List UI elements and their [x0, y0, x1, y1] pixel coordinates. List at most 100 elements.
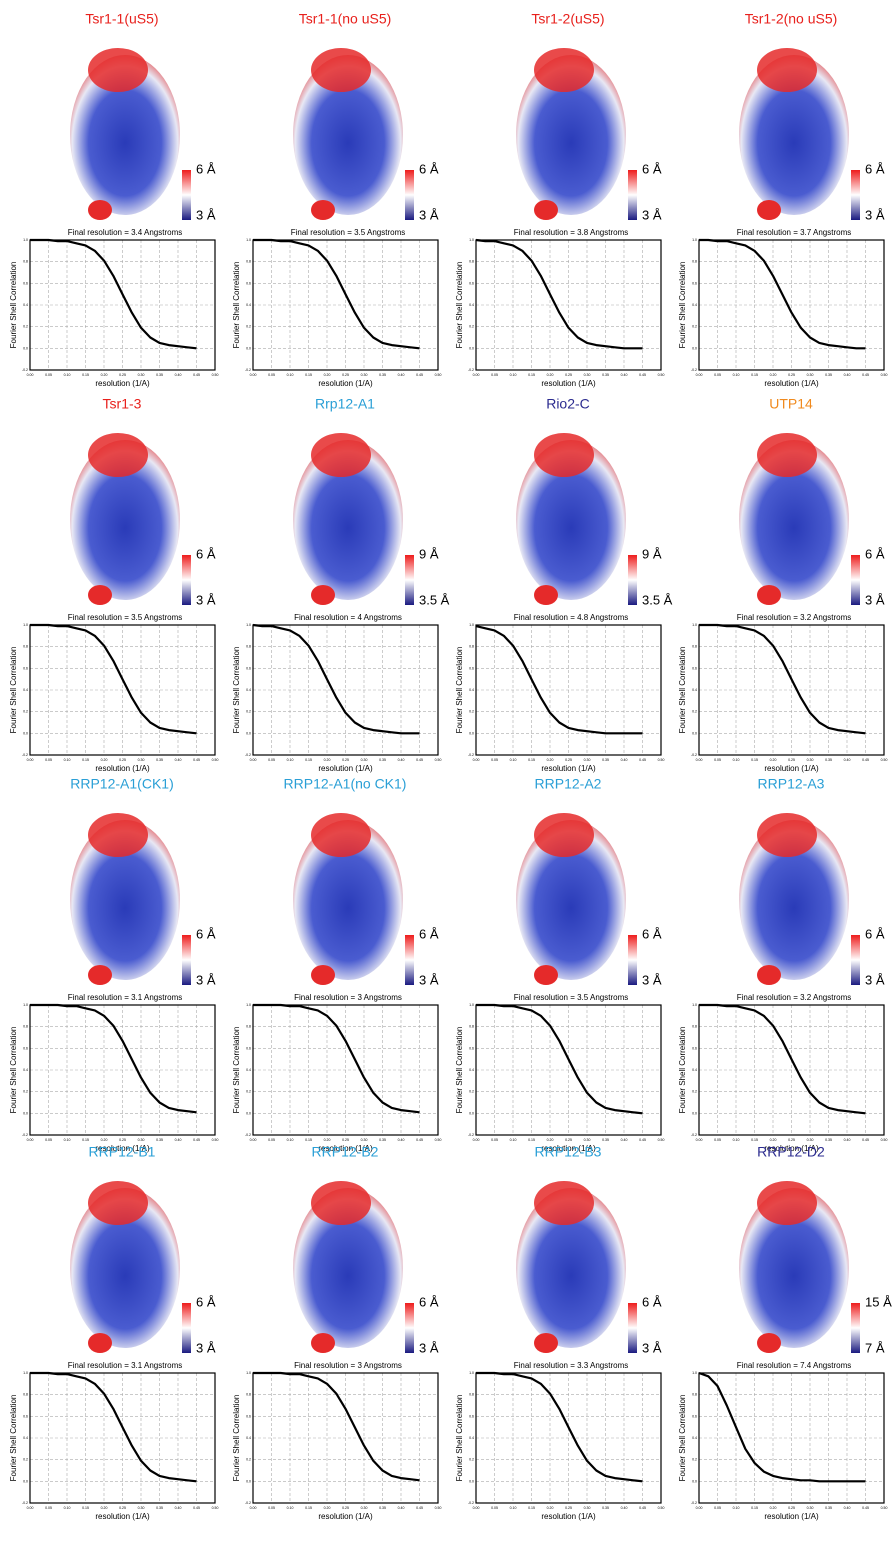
y-tick-label: 0.8: [692, 260, 697, 264]
plot-subtitle: Final resolution = 3.5 Angstroms: [68, 613, 183, 622]
x-tick-label: 0.45: [193, 1138, 200, 1142]
x-tick-label: 0.05: [45, 373, 52, 377]
y-tick-label: 0.2: [23, 710, 28, 714]
x-tick-label: 0.15: [305, 758, 312, 762]
x-tick-label: 0.30: [138, 758, 145, 762]
x-tick-label: 0.35: [825, 373, 832, 377]
x-tick-label: 0.15: [305, 373, 312, 377]
y-tick-label: 0.4: [23, 1436, 28, 1440]
x-tick-label: 0.35: [379, 1506, 386, 1510]
fsc-curve: [253, 238, 420, 350]
plot-subtitle: Final resolution = 3.1 Angstroms: [68, 993, 183, 1002]
x-tick-label: 0.20: [547, 373, 554, 377]
density-map: [293, 1188, 403, 1348]
x-tick-label: 0.50: [435, 373, 442, 377]
x-tick-label: 0.10: [733, 1138, 740, 1142]
scale-max-label: 6 Å: [865, 546, 885, 561]
plot-subtitle: Final resolution = 3.2 Angstroms: [737, 613, 852, 622]
y-axis-label: Fourier Shell Correlation: [455, 262, 464, 349]
x-tick-label: 0.50: [435, 1506, 442, 1510]
x-tick-label: 0.25: [565, 1138, 572, 1142]
plot-frame: [29, 624, 216, 756]
plot-subtitle: Final resolution = 3.7 Angstroms: [737, 228, 852, 237]
x-tick-label: 0.50: [212, 1506, 219, 1510]
scale-min-label: 3.5 Å: [642, 592, 673, 607]
x-tick-label: 0.30: [807, 758, 814, 762]
y-tick-label: 0.8: [469, 1025, 474, 1029]
x-tick-label: 0.10: [733, 758, 740, 762]
x-tick-label: 0.00: [250, 758, 257, 762]
y-tick-label: 1.0: [246, 1371, 251, 1375]
x-tick-label: 0.15: [528, 1506, 535, 1510]
x-tick-label: 0.40: [398, 1138, 405, 1142]
y-tick-label: 0.6: [246, 1046, 251, 1050]
y-tick-label: 0.6: [23, 666, 28, 670]
y-tick-label: 0.0: [246, 1479, 251, 1483]
y-tick-label: 0.2: [23, 1090, 28, 1094]
density-map: [516, 820, 626, 980]
y-tick-label: 0.0: [23, 1111, 28, 1115]
x-tick-label: 0.05: [714, 1138, 721, 1142]
x-tick-label: 0.05: [491, 758, 498, 762]
y-tick-label: 0.0: [692, 346, 697, 350]
x-tick-label: 0.45: [639, 373, 646, 377]
y-tick-label: 1.0: [692, 623, 697, 627]
y-tick-label: 0.6: [692, 1046, 697, 1050]
x-tick-label: 0.10: [64, 1506, 71, 1510]
x-tick-label: 0.15: [751, 1506, 758, 1510]
scale-max-label: 6 Å: [196, 546, 216, 561]
density-map-top: [534, 48, 594, 92]
x-tick-label: 0.50: [658, 758, 665, 762]
y-tick-label: 0.0: [469, 1479, 474, 1483]
plot-subtitle: Final resolution = 3.2 Angstroms: [737, 993, 852, 1002]
panel-title: Tsr1-2(no uS5): [745, 11, 838, 27]
x-axis-label: resolution (1/A): [95, 1144, 150, 1153]
y-tick-label: 0.6: [469, 1414, 474, 1418]
y-tick-label: -0.2: [245, 1501, 251, 1505]
density-map-top: [757, 813, 817, 857]
density-map-top: [757, 48, 817, 92]
fsc-curve: [699, 238, 866, 350]
plot-frame: [252, 1004, 439, 1136]
color-scale: [405, 935, 414, 985]
y-tick-label: 0.0: [469, 346, 474, 350]
x-tick-label: 0.15: [528, 1138, 535, 1142]
y-axis-label: Fourier Shell Correlation: [232, 262, 241, 349]
x-tick-label: 0.20: [101, 373, 108, 377]
x-tick-label: 0.15: [751, 373, 758, 377]
x-tick-label: 0.50: [881, 758, 888, 762]
density-map-foot: [311, 965, 335, 985]
scale-min-label: 3 Å: [419, 972, 439, 987]
x-tick-label: 0.15: [82, 758, 89, 762]
scale-max-label: 6 Å: [419, 161, 439, 176]
x-axis-label: resolution (1/A): [318, 764, 373, 773]
x-tick-label: 0.05: [268, 1138, 275, 1142]
y-tick-label: 0.4: [23, 303, 28, 307]
y-axis-label: Fourier Shell Correlation: [9, 262, 18, 349]
y-tick-label: 0.4: [469, 1068, 474, 1072]
x-tick-label: 0.25: [119, 758, 126, 762]
y-axis-label: Fourier Shell Correlation: [9, 1027, 18, 1114]
x-axis-label: resolution (1/A): [541, 1512, 596, 1521]
y-tick-label: 0.6: [692, 1414, 697, 1418]
color-scale: [851, 935, 860, 985]
fsc-curve: [699, 1003, 866, 1115]
density-map-top: [88, 813, 148, 857]
x-tick-label: 0.20: [770, 1138, 777, 1142]
x-tick-label: 0.10: [287, 373, 294, 377]
fsc-curve: [475, 625, 643, 735]
scale-min-label: 3 Å: [196, 972, 216, 987]
y-axis-label: Fourier Shell Correlation: [9, 1395, 18, 1482]
scale-max-label: 6 Å: [419, 926, 439, 941]
x-tick-label: 0.05: [714, 373, 721, 377]
scale-min-label: 3 Å: [196, 592, 216, 607]
density-map-top: [88, 433, 148, 477]
y-tick-label: 0.8: [246, 1025, 251, 1029]
x-tick-label: 0.05: [714, 758, 721, 762]
x-tick-label: 0.25: [342, 373, 349, 377]
y-tick-label: 0.2: [692, 1090, 697, 1094]
y-tick-label: -0.2: [22, 1501, 28, 1505]
plot-subtitle: Final resolution = 3.3 Angstroms: [514, 1361, 629, 1370]
y-tick-label: 0.8: [23, 260, 28, 264]
x-tick-label: 0.30: [138, 1138, 145, 1142]
